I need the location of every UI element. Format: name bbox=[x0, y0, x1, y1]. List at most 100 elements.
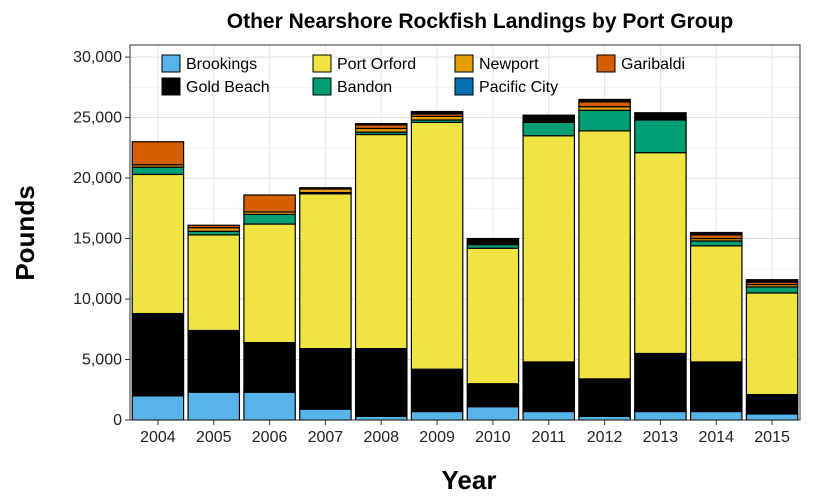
bar-segment-2009-other bbox=[410, 110, 464, 115]
axes: 0 5,000 10,000 15,000 20,000 25,000 30,000 2004… bbox=[73, 44, 801, 446]
legend-swatch bbox=[312, 54, 332, 73]
legend-label: Brookings bbox=[186, 56, 257, 73]
bar-segment-2014-gold-beach bbox=[689, 361, 743, 413]
bar-segment-2007-gold-beach bbox=[299, 348, 352, 410]
y-axis-title: Pounds bbox=[10, 185, 40, 280]
bar-segment-2015-brookings bbox=[745, 413, 799, 421]
x-tick-label: 2004 bbox=[140, 429, 176, 446]
x-tick-label: 2005 bbox=[196, 429, 232, 446]
bar-segment-2010-other bbox=[466, 237, 520, 244]
bar-segment-2006-garibaldi bbox=[243, 194, 296, 213]
plot-area bbox=[130, 45, 800, 420]
x-tick-label: 2015 bbox=[754, 429, 790, 446]
y-tick-label: 15,000 bbox=[73, 231, 122, 248]
bar-segment-2004-garibaldi bbox=[131, 141, 185, 166]
bar-segment-2009-brookings bbox=[410, 410, 464, 421]
legend-item-gold-beach: Gold Beach bbox=[161, 77, 270, 96]
y-tick-label: 0 bbox=[113, 412, 122, 429]
legend-label: Gold Beach bbox=[186, 79, 270, 96]
legend-item-bandon: Bandon bbox=[312, 77, 392, 96]
legend-item-port-orford: Port Orford bbox=[312, 54, 416, 73]
bar-segment-2005-gold-beach bbox=[187, 329, 241, 393]
legend-item-newport: Newport bbox=[454, 54, 539, 73]
bars bbox=[131, 98, 799, 421]
bar-segment-2014-port-orford bbox=[689, 245, 743, 363]
bar-segment-2015-gold-beach bbox=[745, 393, 799, 415]
bar-segment-2011-brookings bbox=[522, 410, 576, 421]
bar-segment-2005-port-orford bbox=[187, 234, 241, 332]
legend-swatch bbox=[312, 77, 332, 96]
bar-segment-2008-other bbox=[354, 123, 408, 126]
bar-segment-2007-port-orford bbox=[299, 193, 352, 350]
legend-swatch bbox=[454, 77, 474, 96]
legend-item-brookings: Brookings bbox=[161, 54, 257, 73]
y-tick-label: 20,000 bbox=[73, 170, 122, 187]
bar-segment-2006-gold-beach bbox=[243, 341, 296, 393]
x-tick-label: 2007 bbox=[308, 429, 344, 446]
y-tick-label: 25,000 bbox=[73, 110, 122, 127]
bar-segment-2013-brookings bbox=[634, 410, 687, 421]
bar-segment-2004-port-orford bbox=[131, 173, 185, 315]
bar-segment-2013-bandon bbox=[634, 119, 687, 154]
x-tick-label: 2009 bbox=[419, 429, 455, 446]
bar-segment-2008-port-orford bbox=[354, 133, 408, 350]
bar-segment-2004-gold-beach bbox=[131, 312, 185, 397]
x-tick-label: 2011 bbox=[532, 429, 567, 446]
bar-segment-2005-garibaldi bbox=[187, 224, 241, 229]
bar-segment-2014-other bbox=[689, 231, 743, 236]
bar-segment-2010-gold-beach bbox=[466, 383, 520, 408]
x-tick-label: 2008 bbox=[363, 429, 399, 446]
legend-swatch bbox=[161, 54, 181, 73]
bar-segment-2006-bandon bbox=[243, 213, 296, 225]
bar-segment-2012-garibaldi bbox=[578, 101, 631, 108]
bar-segment-2006-port-orford bbox=[243, 223, 296, 344]
bar-segment-2006-brookings bbox=[243, 391, 296, 421]
bar-segment-2012-other bbox=[578, 98, 631, 103]
bar-segment-2009-port-orford bbox=[410, 121, 464, 370]
x-tick-label: 2012 bbox=[587, 429, 623, 446]
chart-title: Other Nearshore Rockfish Landings by Por… bbox=[227, 10, 733, 33]
bar-segment-2015-other bbox=[745, 279, 799, 283]
legend-label: Port Orford bbox=[337, 56, 416, 73]
bar-segment-2007-garibaldi bbox=[299, 187, 352, 190]
bar-segment-2015-bandon bbox=[745, 286, 799, 294]
legend-item-garibaldi: Garibaldi bbox=[596, 54, 685, 73]
bar-segment-2011-other bbox=[522, 114, 576, 124]
bar-segment-2014-brookings bbox=[689, 410, 743, 421]
bar-segment-2011-bandon bbox=[522, 121, 576, 137]
bar-segment-2009-gold-beach bbox=[410, 368, 464, 413]
legend-item-pacific-city: Pacific City bbox=[454, 77, 558, 96]
legend-label: Garibaldi bbox=[621, 56, 685, 73]
bar-segment-2015-port-orford bbox=[745, 292, 799, 396]
bar-segment-2005-brookings bbox=[187, 391, 241, 421]
bar-segment-2014-bandon bbox=[689, 240, 743, 247]
plot-border bbox=[129, 44, 801, 421]
legend-swatch bbox=[161, 77, 181, 96]
bar-segment-2011-gold-beach bbox=[522, 361, 576, 413]
x-tick-label: 2006 bbox=[252, 429, 288, 446]
legend-swatch bbox=[454, 54, 474, 73]
legend-label: Pacific City bbox=[479, 79, 558, 96]
bar-segment-2012-gold-beach bbox=[578, 378, 631, 417]
bar-segment-2011-port-orford bbox=[522, 135, 576, 363]
bar-segment-2010-port-orford bbox=[466, 247, 520, 385]
bar-segment-2008-gold-beach bbox=[354, 348, 408, 417]
y-tick-label: 30,000 bbox=[73, 49, 122, 66]
x-tick-label: 2013 bbox=[643, 429, 679, 446]
legend-label: Newport bbox=[479, 56, 539, 73]
bar-segment-2004-brookings bbox=[131, 395, 185, 421]
bar-segment-2012-bandon bbox=[578, 109, 631, 132]
x-axis-title: Year bbox=[442, 465, 497, 495]
bar-segment-2013-port-orford bbox=[634, 152, 687, 355]
bar-segment-2010-brookings bbox=[466, 406, 520, 421]
x-tick-label: 2010 bbox=[475, 429, 511, 446]
bar-segment-2012-port-orford bbox=[578, 130, 631, 380]
plot-background bbox=[130, 45, 800, 420]
y-tick-label: 10,000 bbox=[73, 291, 122, 308]
legend-label: Bandon bbox=[337, 79, 392, 96]
bar-segment-2013-other bbox=[634, 112, 687, 121]
y-tick-label: 5,000 bbox=[82, 352, 122, 369]
x-tick-label: 2014 bbox=[698, 429, 734, 446]
